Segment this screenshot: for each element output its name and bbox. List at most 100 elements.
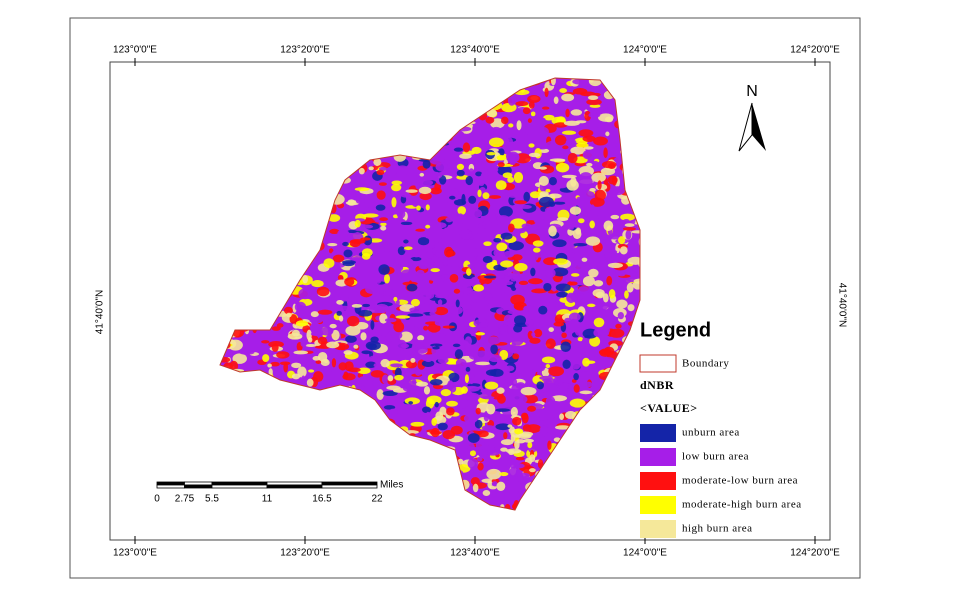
raster-patch <box>300 455 313 465</box>
raster-patch <box>333 174 347 181</box>
raster-patch <box>424 227 431 239</box>
raster-patch <box>486 468 502 480</box>
raster-patch <box>626 178 631 184</box>
raster-patch <box>440 265 454 275</box>
raster-patch <box>213 280 218 291</box>
raster-patch <box>488 100 503 111</box>
raster-patch <box>286 312 292 318</box>
raster-patch <box>456 398 469 409</box>
raster-patch <box>605 78 613 83</box>
raster-patch <box>347 100 354 107</box>
raster-patch <box>222 107 233 117</box>
raster-patch <box>285 453 292 463</box>
raster-patch <box>295 165 304 174</box>
raster-patch <box>620 213 636 221</box>
raster-patch <box>249 122 261 130</box>
raster-patch <box>567 152 578 164</box>
raster-patch <box>626 282 634 293</box>
raster-patch <box>416 269 425 277</box>
raster-patch <box>269 249 277 260</box>
raster-patch <box>493 207 500 212</box>
raster-patch <box>449 195 456 200</box>
raster-patch <box>602 395 617 399</box>
raster-patch <box>628 468 640 476</box>
raster-patch <box>270 420 278 429</box>
raster-patch <box>302 124 313 131</box>
legend-label: low burn area <box>682 451 749 463</box>
raster-patch <box>420 72 428 77</box>
raster-patch <box>447 85 459 93</box>
raster-patch <box>254 246 263 252</box>
raster-patch <box>572 79 585 85</box>
raster-patch <box>561 490 576 496</box>
raster-patch <box>588 268 599 278</box>
raster-patch <box>459 153 472 159</box>
raster-patch <box>379 287 394 297</box>
raster-patch <box>351 436 367 442</box>
scale-segment <box>211 481 268 486</box>
raster-patch <box>230 156 237 163</box>
raster-patch <box>555 283 571 292</box>
raster-patch <box>251 106 267 112</box>
raster-patch <box>277 396 289 404</box>
raster-patch <box>575 501 589 510</box>
raster-patch <box>358 167 365 175</box>
raster-patch <box>625 449 640 457</box>
raster-patch <box>624 498 639 504</box>
raster-patch <box>399 490 411 500</box>
raster-patch <box>266 136 279 145</box>
raster-patch <box>259 388 275 394</box>
raster-patch <box>332 92 345 100</box>
raster-patch <box>338 315 344 322</box>
raster-patch <box>549 158 566 162</box>
raster-patch <box>467 458 479 469</box>
raster-patch <box>272 144 287 148</box>
raster-patch <box>452 343 461 348</box>
raster-patch <box>571 463 579 473</box>
raster-patch <box>275 81 286 87</box>
raster-patch <box>407 326 419 334</box>
raster-patch <box>519 204 532 209</box>
raster-patch <box>562 359 571 369</box>
raster-patch <box>354 148 363 160</box>
raster-patch <box>226 268 238 275</box>
raster-patch <box>556 505 569 510</box>
raster-patch <box>305 422 314 428</box>
raster-patch <box>415 111 423 116</box>
raster-patch <box>389 79 396 89</box>
raster-patch <box>438 99 448 106</box>
raster-patch <box>545 364 551 369</box>
raster-patch <box>344 277 355 286</box>
raster-patch <box>419 172 425 177</box>
raster-patch <box>303 454 313 461</box>
raster-patch <box>290 463 300 469</box>
raster-patch <box>245 278 259 288</box>
raster-patch <box>577 337 583 342</box>
raster-patch <box>220 324 231 335</box>
raster-patch <box>238 405 249 410</box>
scale-segment <box>321 481 378 486</box>
raster-patch <box>288 395 305 401</box>
raster-patch <box>266 129 283 133</box>
raster-patch <box>601 160 617 169</box>
raster-patch <box>442 325 455 329</box>
raster-patch <box>607 262 624 269</box>
raster-patch <box>559 413 565 420</box>
raster-patch <box>507 309 518 314</box>
raster-patch <box>555 441 564 450</box>
raster-patch <box>339 123 352 130</box>
raster-patch <box>240 209 251 215</box>
raster-patch <box>626 344 633 353</box>
raster-patch <box>588 428 603 436</box>
raster-patch <box>312 226 317 237</box>
raster-patch <box>425 490 441 496</box>
raster-patch <box>248 234 258 242</box>
raster-patch <box>416 504 432 510</box>
raster-patch <box>578 470 585 479</box>
raster-patch <box>282 105 295 114</box>
raster-patch <box>319 430 335 438</box>
raster-patch <box>581 477 592 485</box>
raster-patch <box>400 102 407 111</box>
raster-patch <box>581 430 595 442</box>
raster-patch <box>594 485 609 497</box>
